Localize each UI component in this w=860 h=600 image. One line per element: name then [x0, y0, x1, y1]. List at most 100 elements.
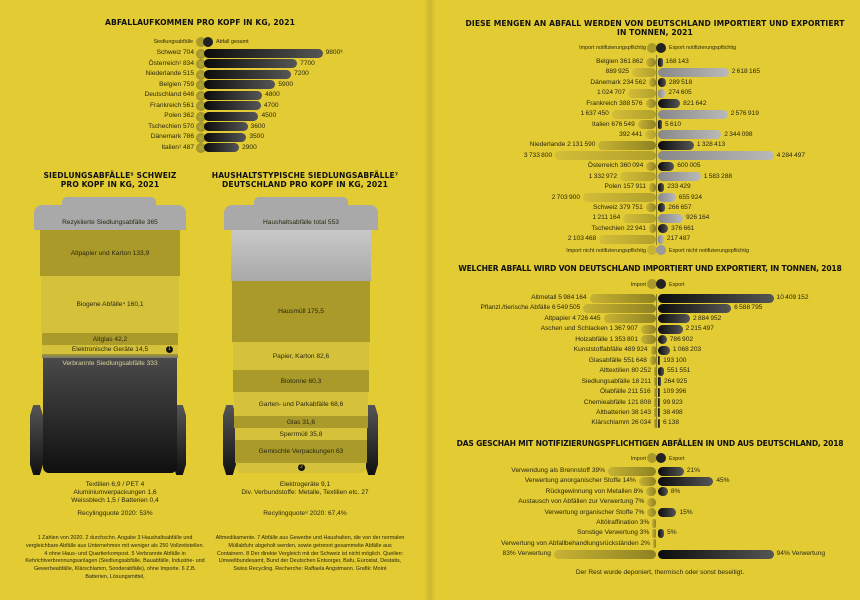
export-non-value: 1 583 288: [703, 172, 733, 180]
legend-export: Export: [669, 282, 685, 288]
chart1-title: ABFALLAUFKOMMEN PRO KOPF IN KG, 2021: [105, 18, 295, 27]
export-bar: [658, 303, 732, 313]
import-label: Altbatterien 38 143: [596, 408, 651, 416]
export-bar: [658, 487, 668, 497]
export-value: 10 409 152: [776, 294, 809, 301]
export-value: 45%: [716, 477, 730, 485]
import-non-bar: [628, 88, 656, 98]
gesamt-bar: [204, 90, 263, 100]
import-bar: [640, 335, 656, 345]
siedlung-dot: [196, 143, 206, 153]
legend-import-notif: Import notifizierungspflichtig: [579, 45, 646, 51]
export-notif-value: 168 143: [665, 58, 689, 65]
gesamt-value: 4700: [263, 101, 279, 109]
export-non-value: 2 618 165: [731, 68, 760, 76]
legend-gesamt-label: Abfall gesamt: [216, 39, 249, 45]
gesamt-value: 5900: [278, 80, 294, 88]
import-non-value: 3 733 800: [523, 151, 553, 159]
legend-export-non: Export nicht notifizierungspflichtig: [669, 248, 750, 254]
bin-de-quota: Recylingquote⁸ 2020: 67,4%: [263, 510, 347, 517]
legend-import-non-dot: [647, 245, 657, 255]
siedlung-dot: [196, 48, 206, 59]
export-bar: [658, 398, 660, 407]
export-non-value: 217 487: [666, 235, 691, 243]
export-notif-value: 1 328 413: [696, 141, 726, 149]
export-non-bar: [658, 109, 728, 119]
export-value: 2 215 497: [685, 325, 714, 333]
bin-de-biotonne: Biotonne 60,3: [233, 370, 369, 392]
export-value: 193 100: [663, 356, 687, 364]
siedlung-dot: [196, 69, 206, 80]
bin-de-garten: Garten- und Parkabfälle 68,6: [234, 392, 368, 416]
siedlung-dot: [196, 111, 206, 122]
import-notif-bar: [646, 161, 656, 171]
import-notif-label: Dänemark 234 562: [590, 78, 646, 86]
import-non-value: 1 637 450: [580, 110, 609, 118]
bin-ch-altglas: Altglas 42,2: [42, 333, 178, 345]
legend-export-dot: [656, 453, 666, 463]
siedlung-dot: [196, 132, 206, 143]
export-bar: [658, 418, 660, 428]
bin-de-marker: 2: [298, 464, 305, 471]
bin-de-verpackungen: Gemischte Verpackungen 63: [235, 440, 367, 463]
import-label: Siedlungsabfälle 18 211: [581, 377, 651, 385]
import-notif-label: Italien 676 549: [591, 120, 635, 128]
row-label: Frankreich 561: [150, 101, 194, 109]
row-label: Niederlande 515: [145, 70, 194, 77]
bin-ch-verbrannt: Verbrannte Siedlungsabfälle 333: [43, 358, 177, 473]
chart2-title: DIESE MENGEN AN ABFALL WERDEN VON DEUTSC…: [450, 19, 860, 37]
import-label: Ölabfälle 211 516: [599, 388, 651, 396]
import-bar: [654, 398, 656, 407]
export-non-value: 926 164: [686, 214, 710, 222]
bin-ch-lid-label: Rezyklierte Siedlungsabfälle 365: [62, 218, 158, 226]
import-bar: [654, 408, 656, 418]
import-label: Altmetall 5 984 164: [531, 294, 587, 301]
gesamt-bar: [204, 143, 240, 152]
row-label: Italien¹ 487: [161, 143, 194, 151]
import-non-value: 1 332 972: [588, 172, 618, 180]
export-non-value: 2 576 919: [730, 110, 759, 118]
export-notif-bar: [658, 120, 662, 130]
export-non-bar: [658, 193, 676, 203]
import-label: Verwertung von Abfallbehandlungsrückstän…: [501, 539, 650, 547]
row-label: Deutschland 646: [144, 91, 195, 98]
center-line: [656, 294, 657, 428]
import-bar: [608, 466, 656, 476]
row-label: Dänemark 786: [150, 133, 194, 140]
export-bar: [658, 528, 665, 538]
import-bar: [650, 345, 656, 355]
export-value: 99 923: [663, 398, 683, 406]
bin-ch-biogene: Biogene Abfälle⁴ 160,1: [41, 276, 179, 333]
import-bar: [654, 377, 656, 387]
export-bar: [658, 314, 691, 324]
gesamt-value: 7700: [300, 59, 315, 67]
bin-de-title-line2: DEUTSCHLAND PRO KOPF IN KG, 2021: [222, 180, 388, 189]
import-label: Rückgewinnung von Metallen 8%: [545, 487, 644, 495]
import-bar: [652, 528, 656, 538]
import-non-bar: [582, 193, 656, 203]
export-notif-bar: [658, 203, 666, 213]
import-notif-label: Polen 157 911: [604, 183, 646, 191]
export-bar: [658, 377, 661, 387]
export-value: 6 138: [663, 419, 679, 427]
import-non-value: 2 103 468: [567, 235, 597, 243]
export-notif-bar: [658, 140, 694, 150]
page-fold: [424, 0, 436, 600]
import-non-value: 1 024 707: [597, 89, 626, 97]
export-notif-value: 600 005: [677, 162, 701, 170]
import-bar: [647, 497, 656, 507]
bin-de-lid: [224, 205, 378, 230]
gesamt-bar: [204, 48, 323, 58]
export-value: 2 884 952: [693, 314, 722, 322]
row-label: Schweiz 704: [156, 49, 194, 56]
gesamt-value: 4800: [265, 91, 280, 98]
gesamt-value: 3500: [249, 133, 265, 140]
export-value: 1 068 203: [672, 346, 702, 354]
import-non-value: 2 703 900: [551, 193, 580, 201]
import-non-bar: [623, 213, 656, 223]
legend-export-notif: Export notifizierungspflichtig: [669, 45, 737, 51]
import-label: Altpapier 4 726 445: [544, 314, 601, 322]
gesamt-bar: [204, 69, 292, 79]
export-value: 551 551: [667, 367, 691, 375]
export-non-value: 655 924: [678, 193, 703, 201]
